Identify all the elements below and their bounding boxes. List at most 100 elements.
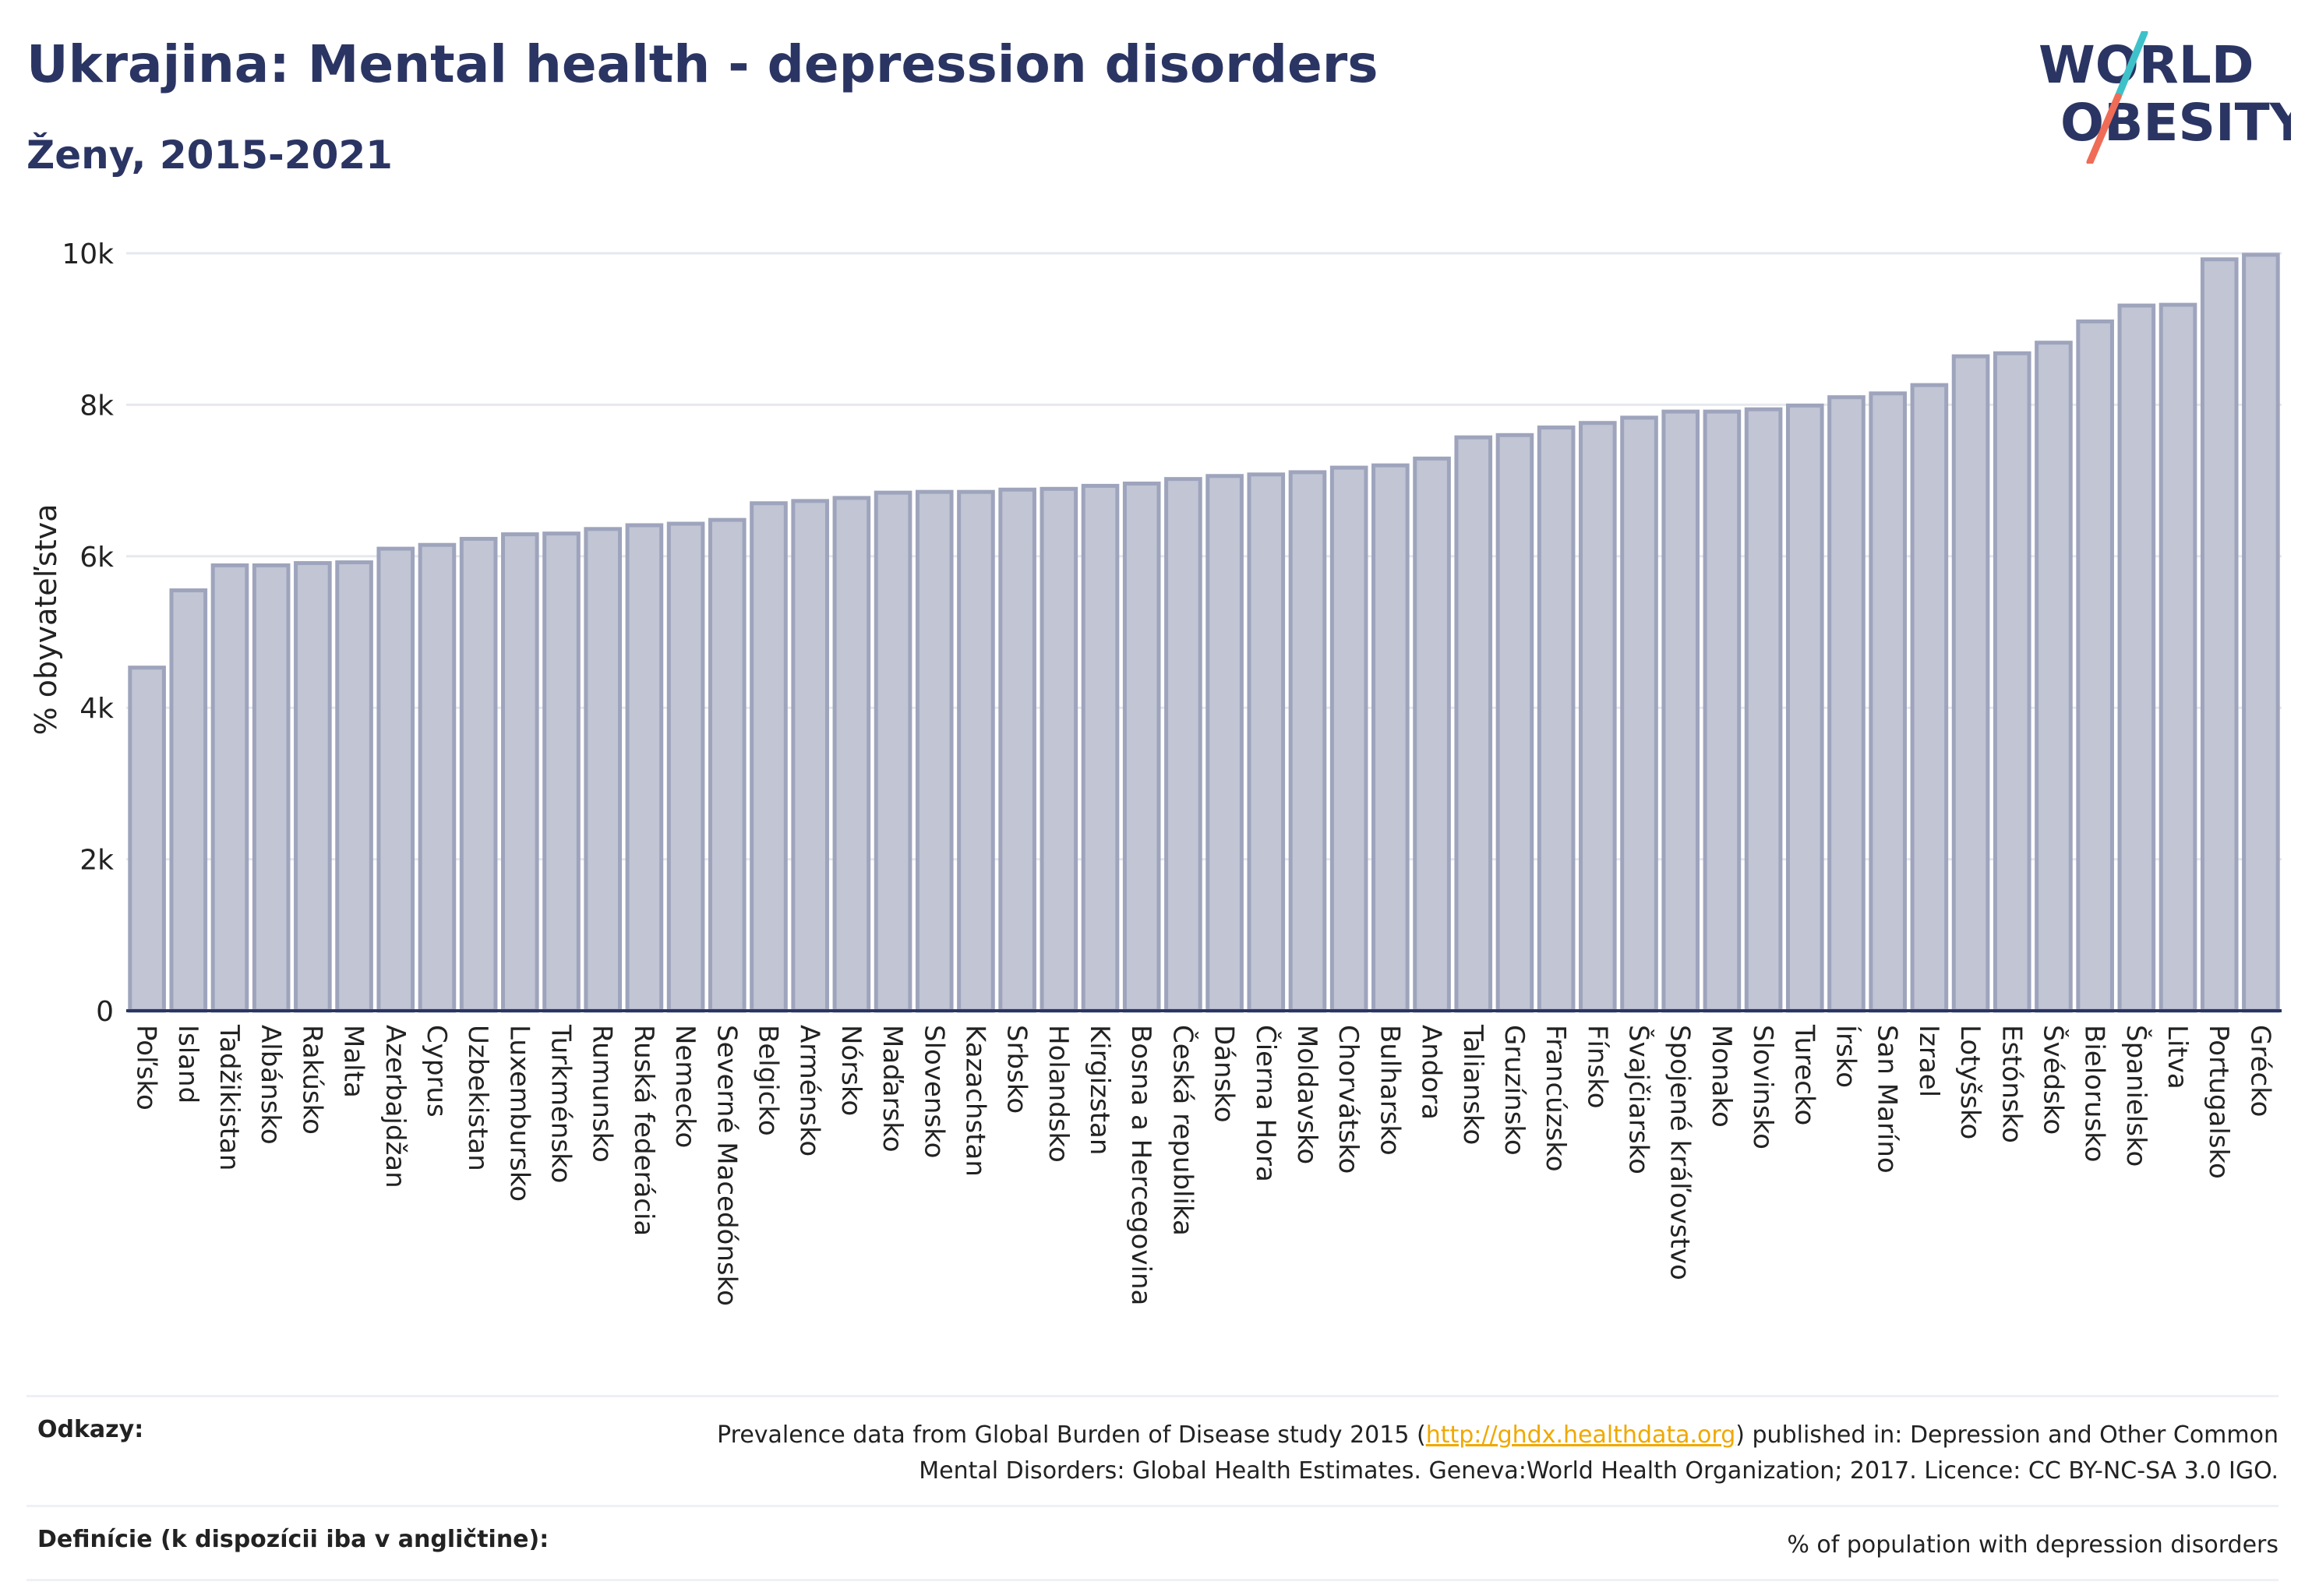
references-text-start: Prevalence data from Global Burden of Di… — [717, 1421, 1426, 1449]
bar[interactable] — [459, 536, 498, 1013]
x-tick-label: Chorvátsko — [1333, 1025, 1364, 1174]
bar[interactable] — [210, 563, 249, 1013]
footer: Odkazy: Prevalence data from Global Burd… — [26, 1395, 2279, 1581]
bar[interactable] — [1579, 421, 1617, 1013]
bar[interactable] — [294, 561, 332, 1013]
bar[interactable] — [998, 487, 1036, 1013]
bar[interactable] — [1827, 395, 1866, 1013]
x-tick-label: Izrael — [1913, 1025, 1944, 1097]
bar[interactable] — [128, 666, 166, 1013]
bar[interactable] — [1785, 403, 1824, 1013]
bar[interactable] — [874, 490, 912, 1013]
bar[interactable] — [791, 499, 829, 1013]
bar[interactable] — [1495, 433, 1534, 1013]
bar[interactable] — [1164, 477, 1202, 1013]
x-tick-label: Arménsko — [794, 1025, 825, 1156]
bar[interactable] — [1620, 415, 1658, 1013]
definitions-label: Definície (k dispozícii iba v angličtine… — [37, 1526, 549, 1553]
x-tick-label: Luxembursko — [503, 1025, 535, 1202]
bar[interactable] — [1744, 407, 1783, 1013]
y-tick-label: 6k — [79, 542, 114, 574]
bar[interactable] — [542, 531, 581, 1013]
x-tick-label: Rumunsko — [587, 1025, 618, 1163]
bar[interactable] — [1993, 351, 2031, 1013]
x-tick-label: Kirgizstan — [1084, 1025, 1115, 1155]
bar[interactable] — [418, 542, 457, 1013]
x-tick-label: Andora — [1416, 1025, 1447, 1120]
bar[interactable] — [335, 560, 373, 1013]
x-tick-label: Estónsko — [1996, 1025, 2027, 1143]
bar[interactable] — [1040, 486, 1078, 1013]
y-tick-label: 8k — [79, 390, 114, 422]
x-tick-label: Slovensko — [918, 1025, 949, 1158]
bar[interactable] — [666, 521, 705, 1013]
bar[interactable] — [625, 523, 664, 1013]
x-tick-label: Taliansko — [1457, 1024, 1488, 1145]
bar[interactable] — [1081, 483, 1120, 1013]
bar[interactable] — [169, 588, 208, 1013]
x-tick-label: Cyprus — [421, 1025, 452, 1118]
references-text-line2: Mental Disorders: Global Health Estimate… — [919, 1457, 2279, 1485]
x-tick-label: Nórsko — [835, 1025, 867, 1116]
x-tick-label: Severné Macedónsko — [711, 1025, 742, 1306]
bar[interactable] — [1951, 354, 1990, 1013]
x-tick-label: Spojené kráľovstvo — [1664, 1025, 1696, 1280]
bar[interactable] — [1413, 456, 1451, 1013]
x-tick-label: Maďarsko — [877, 1025, 908, 1153]
x-tick-label: Portugalsko — [2203, 1025, 2234, 1179]
y-tick-label: 2k — [79, 845, 114, 877]
bar[interactable] — [252, 563, 291, 1013]
x-tick-label: Francúzsko — [1540, 1025, 1571, 1172]
x-tick-label: Ruská federácia — [628, 1025, 659, 1236]
x-tick-label: Litva — [2162, 1025, 2193, 1089]
x-tick-label: Švajčiarsko — [1623, 1025, 1655, 1174]
bar[interactable] — [2159, 302, 2197, 1013]
bar[interactable] — [1205, 474, 1244, 1013]
bar[interactable] — [2076, 319, 2114, 1013]
bar[interactable] — [2117, 303, 2156, 1013]
bar[interactable] — [2035, 341, 2073, 1013]
x-tick-label: Bosna a Hercegovina — [1125, 1025, 1156, 1305]
bar[interactable] — [1537, 425, 1576, 1013]
bar[interactable] — [750, 501, 788, 1013]
bar[interactable] — [1329, 465, 1368, 1013]
bar[interactable] — [501, 532, 539, 1013]
bar[interactable] — [584, 527, 623, 1013]
bar[interactable] — [2200, 257, 2239, 1013]
x-tick-label: Holandsko — [1043, 1025, 1074, 1163]
bar[interactable] — [1869, 391, 1907, 1013]
x-tick-label: Island — [172, 1025, 203, 1103]
bar[interactable] — [957, 489, 995, 1013]
bar[interactable] — [2242, 252, 2280, 1013]
bar[interactable] — [1910, 383, 1949, 1013]
references-text: Prevalence data from Global Burden of Di… — [717, 1397, 2279, 1505]
x-tick-label: Írsko — [1830, 1025, 1862, 1088]
x-tick-label: Moldavsko — [1291, 1025, 1322, 1164]
x-tick-label: Bulharsko — [1374, 1025, 1405, 1156]
x-tick-label: Švédsko — [2037, 1025, 2069, 1135]
x-tick-label: Azerbajdžan — [379, 1025, 411, 1188]
bar[interactable] — [376, 546, 415, 1013]
references-text-end: ) published in: Depression and Other Com… — [1735, 1421, 2279, 1449]
x-tick-label: Belgicko — [752, 1025, 783, 1136]
x-tick-label: Bielorusko — [2079, 1025, 2110, 1162]
bar[interactable] — [1661, 409, 1700, 1013]
bar[interactable] — [832, 496, 871, 1013]
bar[interactable] — [1122, 481, 1161, 1013]
bar[interactable] — [1454, 435, 1493, 1013]
y-tick-label: 10k — [62, 238, 114, 270]
x-tick-label: Malta — [338, 1025, 369, 1098]
bar[interactable] — [708, 517, 747, 1013]
y-tick-label: 0 — [96, 996, 114, 1028]
x-tick-label: Slovinsko — [1747, 1025, 1778, 1149]
y-tick-label: 4k — [79, 693, 114, 725]
references-link[interactable]: http://ghdx.healthdata.org — [1425, 1421, 1736, 1449]
bar[interactable] — [1288, 470, 1327, 1013]
bar[interactable] — [915, 489, 954, 1013]
x-tick-label: Dánsko — [1209, 1025, 1240, 1123]
bar[interactable] — [1703, 409, 1742, 1013]
x-tick-label: Rakúsko — [296, 1025, 327, 1135]
bar[interactable] — [1371, 463, 1410, 1013]
bar[interactable] — [1247, 472, 1286, 1013]
page-title: Ukrajina: Mental health - depression dis… — [26, 34, 1378, 94]
